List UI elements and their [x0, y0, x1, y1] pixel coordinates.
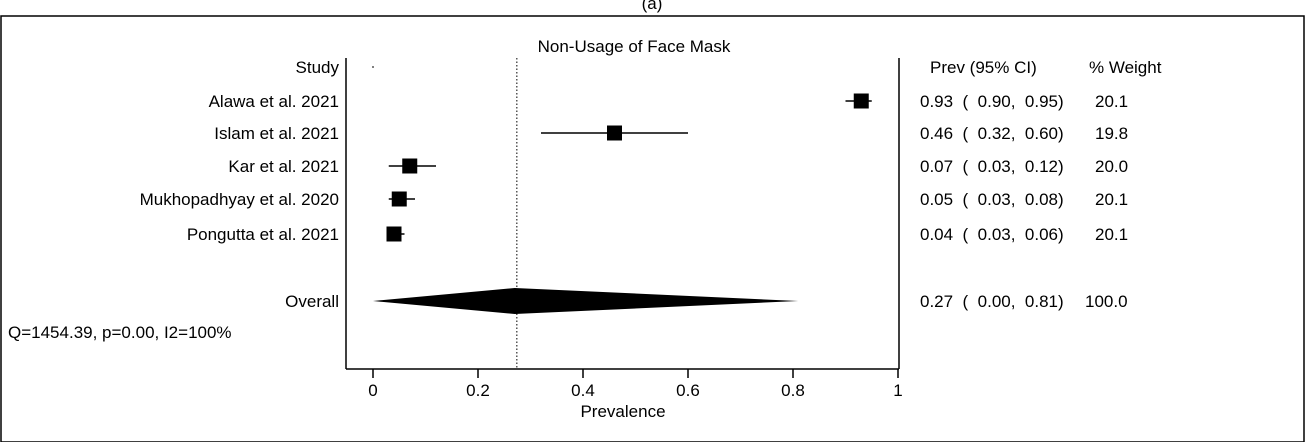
- study-column-header: Study: [296, 58, 340, 77]
- study-name: Pongutta et al. 2021: [187, 225, 339, 244]
- x-tick-label: 1: [893, 381, 902, 400]
- weight-column-header: % Weight: [1089, 58, 1162, 77]
- study-name: Alawa et al. 2021: [209, 92, 339, 111]
- study-weight: 20.0: [1095, 157, 1128, 176]
- overall-weight: 100.0: [1085, 292, 1128, 311]
- panel-label: (a): [642, 0, 663, 13]
- study-estimate-label: 0.05 ( 0.03, 0.08): [920, 190, 1064, 209]
- study-name: Kar et al. 2021: [228, 157, 339, 176]
- x-tick-label: 0.2: [466, 381, 490, 400]
- study-weight: 20.1: [1095, 225, 1128, 244]
- x-tick-label: 0.8: [781, 381, 805, 400]
- study-weight: 20.1: [1095, 190, 1128, 209]
- overall-diamond: [373, 288, 799, 314]
- study-name: Mukhopadhyay et al. 2020: [140, 190, 339, 209]
- estimate-column-header: Prev (95% CI): [930, 58, 1037, 77]
- study-weight: 19.8: [1095, 124, 1128, 143]
- x-axis-label: Prevalence: [580, 402, 665, 421]
- overall-estimate-label: 0.27 ( 0.00, 0.81): [920, 292, 1064, 311]
- x-tick-label: 0: [368, 381, 377, 400]
- study-name: Islam et al. 2021: [214, 124, 339, 143]
- study-estimate-label: 0.46 ( 0.32, 0.60): [920, 124, 1064, 143]
- chart-title: Non-Usage of Face Mask: [538, 37, 731, 56]
- study-point-estimate: [391, 191, 407, 207]
- study-point-estimate: [853, 93, 869, 109]
- study-estimate-label: 0.07 ( 0.03, 0.12): [920, 157, 1064, 176]
- x-tick-label: 0.6: [676, 381, 700, 400]
- study-estimate-label: 0.04 ( 0.03, 0.06): [920, 225, 1064, 244]
- study-point-estimate: [402, 158, 418, 174]
- overall-label: Overall: [285, 292, 339, 311]
- study-estimate-label: 0.93 ( 0.90, 0.95): [920, 92, 1064, 111]
- x-tick-label: 0.4: [571, 381, 595, 400]
- study-weight: 20.1: [1095, 92, 1128, 111]
- study-point-estimate: [386, 226, 402, 242]
- heterogeneity-stats: Q=1454.39, p=0.00, I2=100%: [8, 323, 232, 342]
- study-point-estimate: [607, 125, 622, 141]
